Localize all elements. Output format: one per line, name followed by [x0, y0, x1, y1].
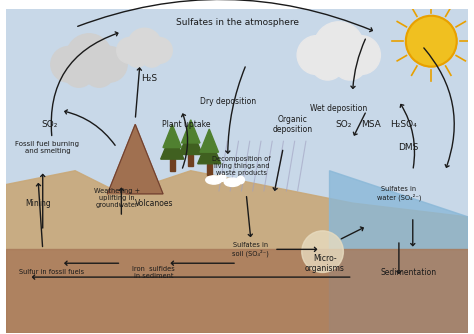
Circle shape: [297, 36, 336, 74]
FancyBboxPatch shape: [6, 9, 468, 333]
Text: Sulfates in
soil (SO₄²⁻): Sulfates in soil (SO₄²⁻): [232, 242, 269, 257]
Text: Organic
deposition: Organic deposition: [273, 115, 312, 134]
Polygon shape: [6, 171, 468, 333]
Circle shape: [311, 47, 344, 80]
Text: MSA: MSA: [361, 120, 381, 129]
Circle shape: [314, 22, 364, 72]
Text: DMS: DMS: [398, 143, 419, 152]
Text: Sulfates in
water (SO₄²⁻): Sulfates in water (SO₄²⁻): [377, 186, 421, 201]
Text: H₂SO₄: H₂SO₄: [390, 120, 417, 129]
Polygon shape: [163, 125, 182, 148]
Text: Sulfates in the atmosphere: Sulfates in the atmosphere: [175, 18, 299, 27]
Bar: [189, 155, 193, 166]
Bar: [207, 164, 211, 175]
Circle shape: [84, 57, 114, 87]
Circle shape: [219, 174, 226, 181]
Circle shape: [141, 45, 163, 67]
Text: Weathering +
uplifting in
groundwater: Weathering + uplifting in groundwater: [94, 188, 140, 208]
Circle shape: [51, 46, 86, 82]
Text: Plant uptake: Plant uptake: [162, 120, 210, 129]
Text: Iron  sulfides
in sediment: Iron sulfides in sediment: [132, 266, 175, 279]
Polygon shape: [161, 131, 184, 159]
Text: SO₂: SO₂: [41, 120, 58, 129]
Circle shape: [333, 47, 366, 80]
Text: Fossil fuel burning
and smelting: Fossil fuel burning and smelting: [15, 141, 79, 154]
Polygon shape: [182, 120, 200, 143]
Polygon shape: [198, 136, 221, 164]
Text: Decomposition of
living things and
waste products: Decomposition of living things and waste…: [212, 156, 271, 176]
Polygon shape: [200, 129, 219, 152]
Circle shape: [342, 36, 381, 74]
Ellipse shape: [206, 176, 222, 184]
Text: Wet deposition: Wet deposition: [310, 104, 367, 113]
Polygon shape: [179, 127, 202, 155]
Text: Micro-
organisms: Micro- organisms: [305, 254, 345, 273]
Text: SO₂: SO₂: [335, 120, 352, 129]
Text: Dry deposition: Dry deposition: [200, 97, 256, 106]
Text: Sedimentation: Sedimentation: [380, 268, 436, 277]
Circle shape: [406, 16, 457, 67]
Circle shape: [66, 34, 112, 79]
Text: Mining: Mining: [25, 199, 51, 208]
Text: H₂S: H₂S: [141, 74, 157, 83]
Circle shape: [126, 45, 148, 67]
Circle shape: [117, 37, 143, 63]
Circle shape: [237, 176, 245, 184]
Text: Volcanoes: Volcanoes: [135, 199, 173, 208]
Ellipse shape: [224, 178, 240, 186]
Circle shape: [64, 57, 94, 87]
Polygon shape: [108, 125, 163, 194]
Bar: [170, 159, 174, 171]
Text: Sulfur in fossil fuels: Sulfur in fossil fuels: [19, 270, 84, 276]
Circle shape: [302, 231, 343, 273]
Polygon shape: [6, 249, 468, 333]
Circle shape: [146, 37, 172, 63]
Polygon shape: [329, 171, 468, 333]
Circle shape: [128, 28, 161, 61]
Circle shape: [91, 46, 127, 82]
